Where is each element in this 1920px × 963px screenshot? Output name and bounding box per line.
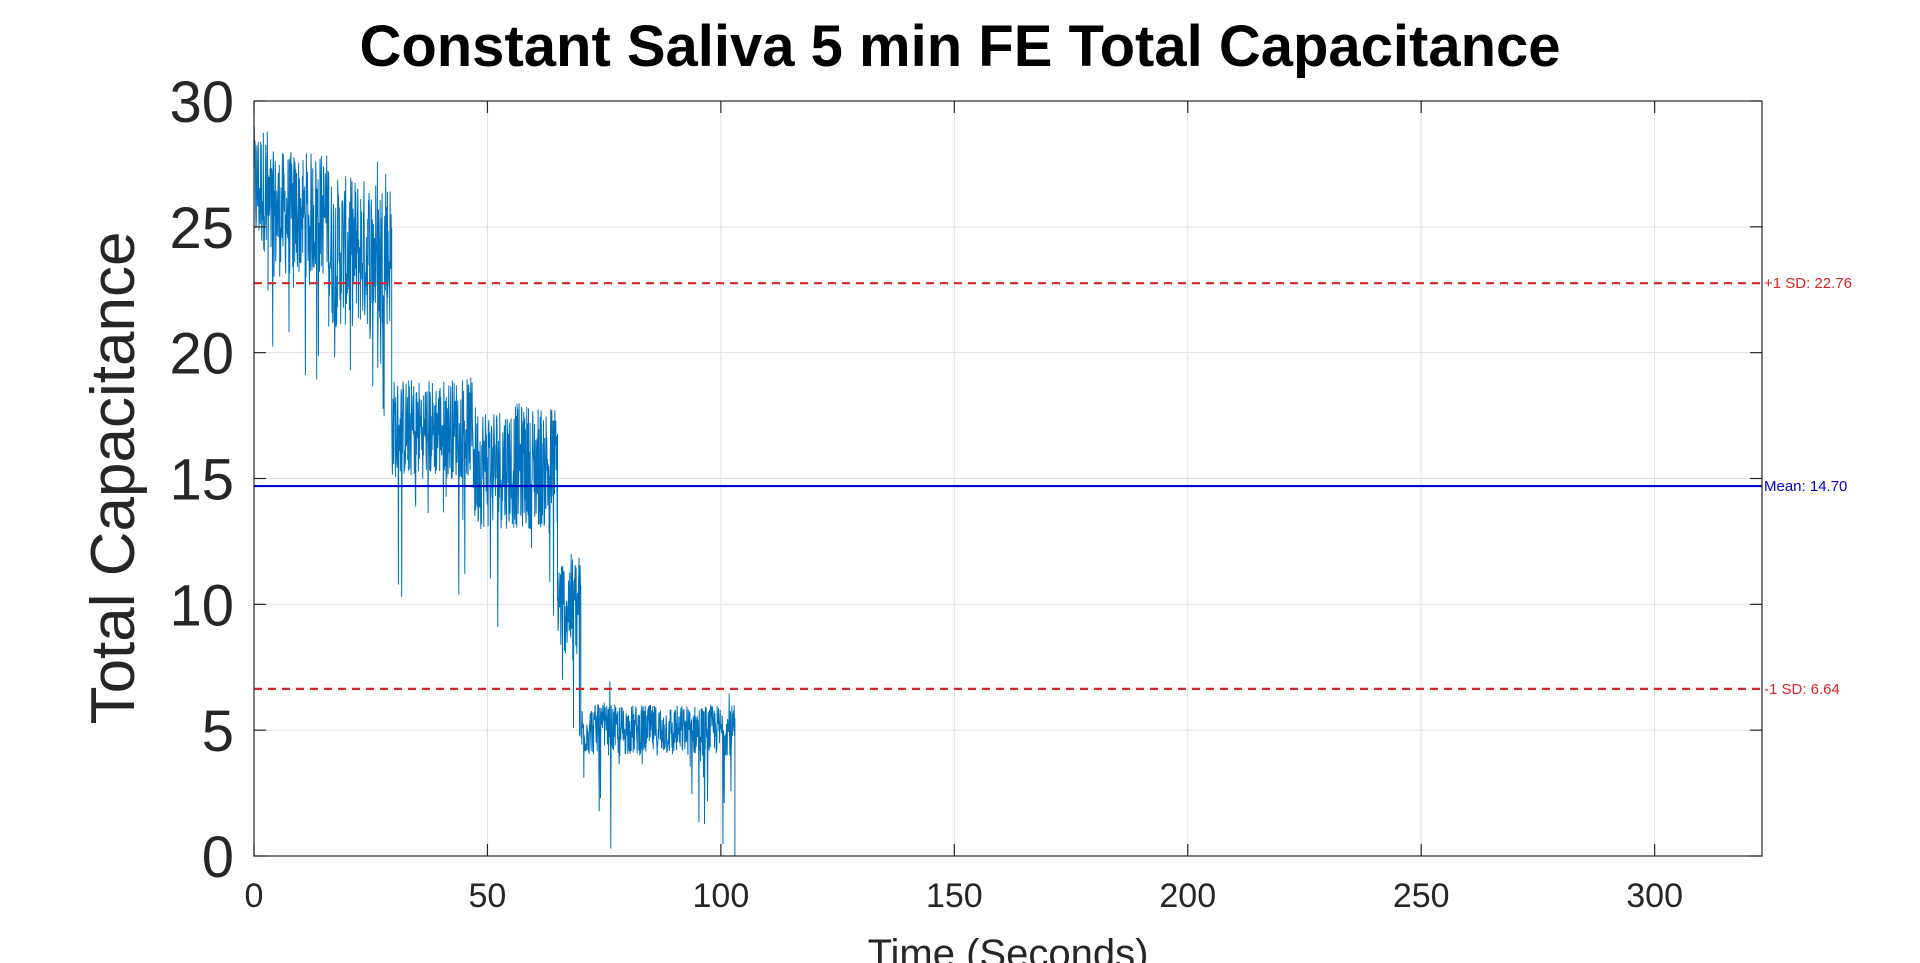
x-axis-label: Time (Seconds) [868,932,1149,963]
y-tick-label: 15 [169,448,234,513]
series-line [253,126,1762,857]
x-tick-label: 0 [245,877,264,915]
x-tick-label: 50 [469,877,507,915]
x-tick-label: 100 [693,877,750,915]
y-tick-label: 10 [169,573,234,638]
y-tick-label: 25 [169,196,234,261]
y-axis-label: Total Capacitance [79,232,148,725]
reference-line-label: Mean: 14.70 [1764,478,1847,495]
x-tick-labels: 0 50 100 150 200 250 300 [245,877,1683,915]
reference-lines: +1 SD: 22.76 Mean: 14.70 -1 SD: 6.64 [254,275,1852,698]
reference-line-label: -1 SD: 6.64 [1764,681,1840,698]
series-layer [253,126,1762,857]
x-tick-label: 300 [1626,877,1683,915]
tick-marks [253,100,1762,857]
y-tick-label: 20 [169,322,234,387]
chart-title: Constant Saliva 5 min FE Total Capacitan… [359,14,1561,79]
reference-line-label: +1 SD: 22.76 [1764,275,1852,292]
y-tick-label: 30 [169,70,234,135]
y-tick-labels: 0 5 10 15 20 25 30 [169,70,234,890]
y-tick-label: 0 [202,825,234,890]
x-tick-label: 200 [1159,877,1216,915]
x-tick-label: 150 [926,877,983,915]
y-tick-label: 5 [202,699,234,764]
x-tick-label: 250 [1393,877,1450,915]
